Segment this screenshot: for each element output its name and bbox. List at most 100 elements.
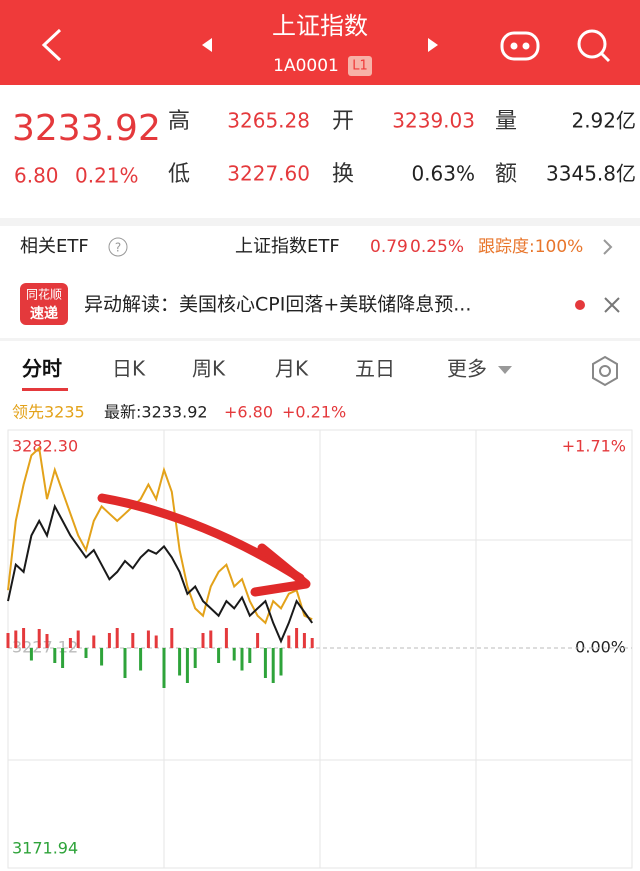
- volume-bar: [302, 633, 306, 648]
- volume-bar: [76, 630, 80, 648]
- field-label: 高: [168, 109, 190, 134]
- tab[interactable]: 日K: [112, 357, 146, 381]
- news-logo-bottom: 速递: [30, 305, 58, 322]
- code: 1A0001: [273, 56, 339, 76]
- tab[interactable]: 周K: [192, 357, 226, 381]
- volume-bar: [256, 633, 260, 648]
- volume-bar: [154, 635, 158, 648]
- price: 3233.92: [12, 108, 161, 149]
- news-close[interactable]: [604, 297, 620, 313]
- field-label: 开: [332, 109, 354, 134]
- volume-bar: [123, 648, 127, 678]
- field-label: 额: [495, 162, 517, 187]
- field-label: 低: [168, 162, 190, 187]
- tab[interactable]: 更多: [447, 357, 487, 381]
- volume-bar: [92, 635, 96, 648]
- volume-bar: [14, 630, 18, 648]
- field-label: 换: [332, 162, 354, 187]
- field-value: 3239.03: [392, 109, 475, 133]
- y-tick-label: 3282.30: [12, 437, 78, 456]
- etf-tracking: 跟踪度:100%: [478, 237, 583, 257]
- volume-bar: [295, 628, 299, 648]
- tab[interactable]: 五日: [355, 357, 395, 381]
- badge: L1: [352, 59, 368, 74]
- volume-bar: [61, 648, 65, 668]
- volume-bar: [209, 630, 213, 648]
- header-bar: [0, 0, 640, 85]
- badge-bg: [348, 56, 372, 76]
- volume-bar: [201, 633, 205, 648]
- volume-bar: [100, 648, 104, 666]
- volume-bar: [22, 628, 26, 648]
- field-value: 3265.28: [227, 109, 310, 133]
- tab[interactable]: 分时: [22, 357, 62, 381]
- volume-bar: [68, 638, 72, 648]
- annotation-arrowhead: [250, 543, 311, 597]
- etf-price: 0.79: [370, 237, 408, 257]
- volume-bar: [162, 648, 166, 688]
- volume-bar: [263, 648, 267, 678]
- etf-pct: 0.25%: [410, 237, 464, 257]
- next-button[interactable]: [428, 38, 438, 52]
- news-dot: [575, 300, 585, 310]
- divider: [0, 218, 640, 226]
- news-text[interactable]: 异动解读：美国核心CPI回落+美联储降息预...: [84, 294, 471, 316]
- legend-latest: 最新:3233.92: [104, 403, 208, 422]
- etf-name[interactable]: 上证指数ETF: [235, 236, 340, 257]
- volume-bar: [37, 629, 41, 648]
- back-button[interactable]: [41, 28, 62, 62]
- title: 上证指数: [272, 12, 368, 40]
- y2-tick-label: 0.00%: [575, 638, 626, 657]
- settings-icon[interactable]: [592, 355, 618, 387]
- etf-label: 相关ETF: [20, 236, 89, 257]
- volume-bar: [193, 648, 197, 668]
- change: 6.80: [14, 164, 59, 188]
- help-icon[interactable]: [108, 237, 128, 257]
- tab-underline: [22, 388, 68, 391]
- change-pct: 0.21%: [75, 164, 139, 188]
- volume-bar: [287, 635, 291, 648]
- volume-bar: [53, 648, 57, 663]
- prev-button[interactable]: [202, 38, 212, 52]
- volume-bar: [248, 648, 252, 663]
- volume-bar: [146, 630, 150, 648]
- divider: [0, 338, 640, 341]
- volume-bar: [115, 628, 119, 648]
- legend-leading: 领先3235: [12, 403, 85, 422]
- volume-bar: [170, 628, 174, 648]
- volume-bar: [279, 648, 283, 676]
- y-tick-label: 3171.94: [12, 839, 78, 858]
- volume-bar: [310, 638, 314, 648]
- volume-bar: [217, 648, 221, 663]
- field-label: 量: [495, 109, 517, 134]
- volume-bar: [84, 648, 88, 658]
- volume-bar: [185, 648, 189, 683]
- field-value: 3345.8亿: [546, 162, 636, 186]
- price-line: [7, 446, 313, 625]
- robot-icon[interactable]: [500, 31, 540, 61]
- volume-bar: [178, 648, 182, 676]
- volume-bar: [271, 648, 275, 683]
- help-mark: ?: [115, 241, 121, 255]
- etf-chevron[interactable]: [603, 239, 613, 255]
- volume-bar: [45, 634, 49, 648]
- tab[interactable]: 月K: [275, 357, 309, 381]
- volume-bar: [29, 648, 33, 661]
- chart-frame: [7, 429, 633, 869]
- price-line: [7, 503, 314, 644]
- field-value: 3227.60: [227, 162, 310, 186]
- volume-bar: [224, 628, 228, 648]
- volume-bar: [131, 633, 135, 648]
- legend-change: +6.80: [224, 403, 273, 422]
- volume-bar: [139, 648, 143, 671]
- search-icon[interactable]: [577, 29, 611, 63]
- more-arrow: [498, 366, 512, 374]
- news-logo-top: 同花顺: [26, 287, 62, 302]
- news-logo: [20, 283, 68, 325]
- field-value: 2.92亿: [571, 109, 636, 133]
- y-tick-label: 3227.12: [12, 638, 78, 657]
- y2-tick-label: +1.71%: [562, 437, 626, 456]
- volume-bar: [107, 633, 111, 648]
